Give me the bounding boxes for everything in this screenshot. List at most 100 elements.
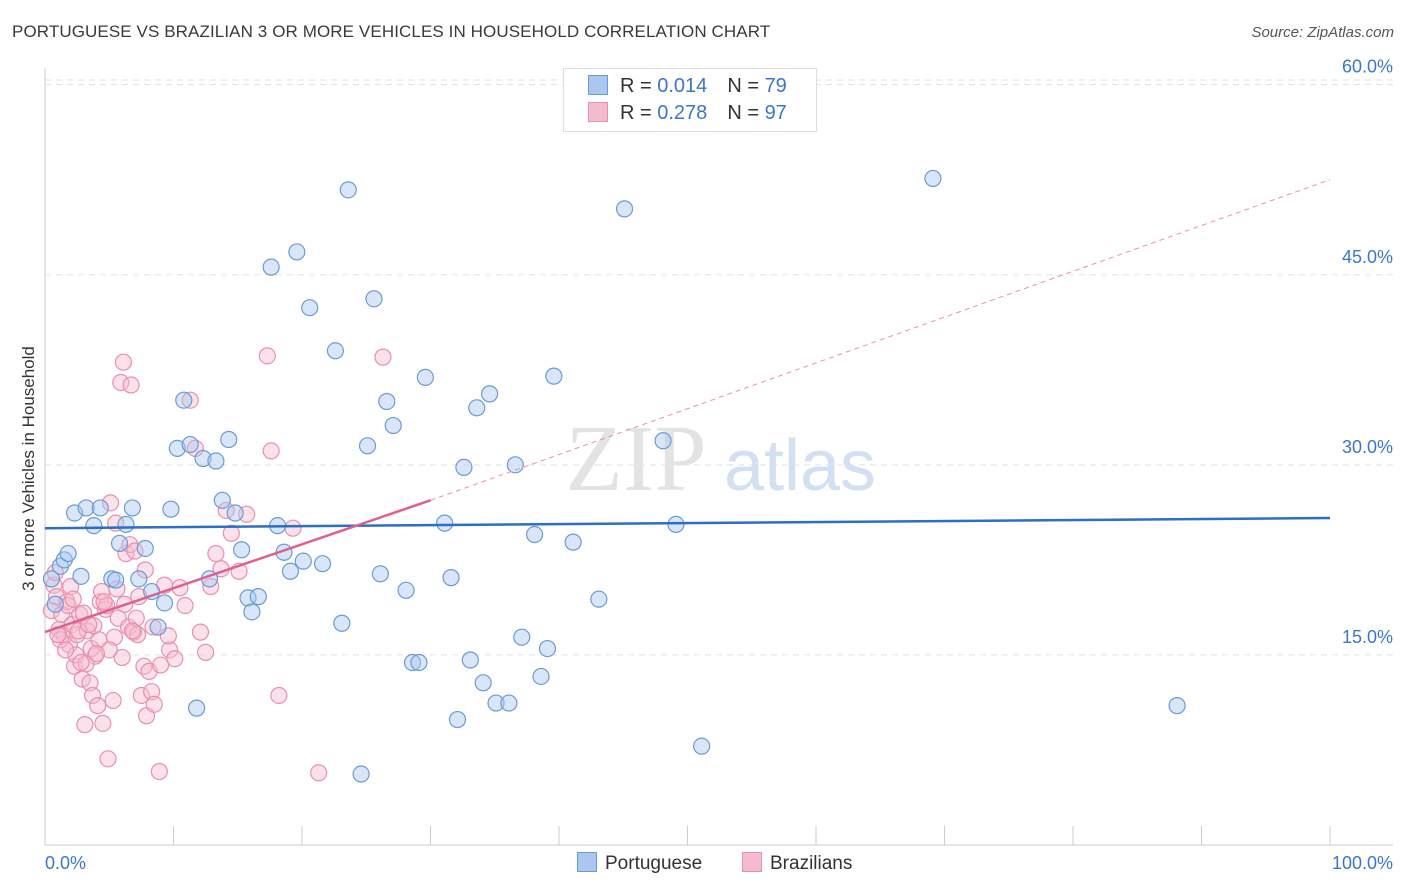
portuguese-point [117,515,135,533]
brazilians-point [105,628,123,646]
brazilians-point [166,650,184,668]
bottom-brazilians-label: Brazilians [770,853,853,874]
portuguese-point [243,603,261,621]
portuguese-point [175,391,193,409]
portuguese-point [46,595,64,613]
brazilians-point [122,376,140,394]
portuguese-trend-line [44,516,1331,530]
brazilians-point [181,391,199,409]
brazilians-point [145,695,163,713]
portuguese-point [352,765,370,783]
brazilians-point [100,641,118,659]
chart-title: PORTUGUESE VS BRAZILIAN 3 OR MORE VEHICL… [12,22,771,41]
brazilians-swatch [588,102,608,122]
y-tick-label: 60.0% [1342,57,1393,77]
portuguese-point [481,385,499,403]
brazilians-point [258,347,276,365]
portuguese-point [233,541,251,559]
brazilians-trend-extension [430,179,1331,501]
brazilians-n-label: N = [727,102,765,124]
brazilians-point [150,762,168,781]
brazilians-point [87,645,106,663]
brazilians-trend-line [44,499,431,634]
brazilians-point [143,683,161,701]
portuguese-r-label: R = [620,75,658,97]
portuguese-point [506,456,524,474]
portuguese-point [924,169,942,188]
trend-layer [44,179,1331,634]
brazilians-point [95,593,113,611]
portuguese-point [149,618,167,636]
brazilians-point [94,714,112,732]
portuguese-point [130,570,148,588]
watermark-atlas: atlas [724,426,876,506]
brazilians-point [374,348,392,366]
legend-row-portuguese: R = 0.014 N = 79 [588,75,787,99]
portuguese-point [326,342,345,360]
portuguese-point [77,499,95,517]
portuguese-point [123,499,141,517]
brazilians-point [89,697,107,715]
portuguese-point [525,525,544,544]
portuguese-point [693,737,711,755]
brazilians-point [69,622,88,640]
brazilians-point [207,544,225,563]
brazilians-point [101,494,120,512]
portuguese-point [461,651,479,669]
portuguese-point [249,588,267,606]
portuguese-point [333,614,351,632]
portuguese-point [213,491,231,509]
portuguese-point [91,499,109,517]
brazilians-point [76,716,94,734]
portuguese-point [654,432,672,450]
portuguese-point [590,590,608,608]
portuguese-point [301,299,319,317]
portuguese-point [281,562,300,580]
portuguese-point [194,449,212,468]
labels-layer: 15.0% 30.0% 45.0% 60.0% 0.0% 100.0% 3 or more … [19,57,1393,873]
portuguese-point [448,710,467,729]
portuguese-point [384,416,402,435]
x-tick-label-max: 100.0% [1332,853,1393,873]
portuguese-point [207,452,225,470]
brazilians-point [222,524,240,542]
portuguese-point [358,437,377,455]
portuguese-point [532,667,550,686]
brazilians-point [191,623,210,641]
portuguese-swatch [588,75,608,95]
portuguese-point [168,439,186,457]
y-tick-label: 30.0% [1342,437,1393,457]
brazilians-point [144,618,162,636]
brazilians-point [135,657,153,675]
portuguese-point [403,653,422,672]
portuguese-point [564,533,582,551]
portuguese-point [188,699,206,717]
brazilians-point [123,622,141,640]
brazilians-point [152,656,170,674]
portuguese-point [1168,697,1186,715]
y-axis-title: 3 or more Vehicles in Household [19,346,38,591]
portuguese-point [85,517,103,535]
legend-row-brazilians: R = 0.278 N = 97 [588,102,787,126]
brazilians-point [108,580,126,598]
brazilians-point [132,686,150,705]
portuguese-point [455,458,473,476]
points-layer [42,169,1186,783]
portuguese-point [181,435,199,454]
portuguese-point [294,552,312,570]
portuguese-point [378,392,396,411]
correlation-legend: R = 0.014 N = 79 R = 0.278 N = 97 [563,68,817,132]
brazilians-point [136,561,154,579]
portuguese-point [500,694,518,712]
portuguese-point [288,243,306,261]
brazilians-point [53,605,71,623]
brazilians-point [114,353,132,371]
portuguese-point [436,514,454,532]
brazilians-point [161,641,179,659]
portuguese-point [42,570,61,588]
brazilians-point [83,686,102,705]
portuguese-r-value: 0.014 [657,75,708,97]
y-tick-label: 15.0% [1342,627,1393,647]
